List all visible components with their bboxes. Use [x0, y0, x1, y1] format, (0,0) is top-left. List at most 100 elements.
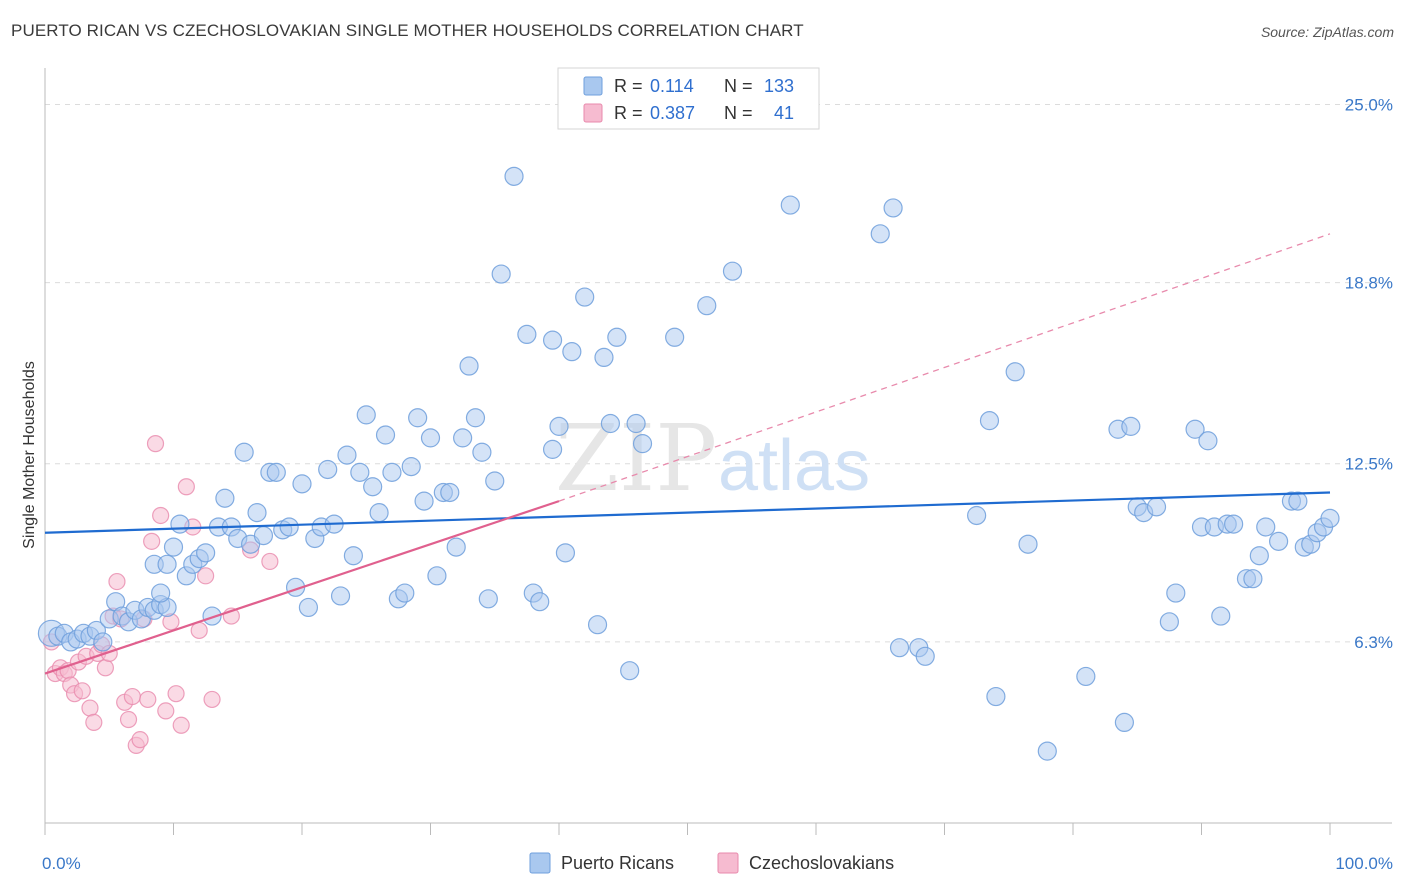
- puerto-ricans-point: [562, 342, 582, 362]
- puerto-ricans-point: [883, 198, 903, 218]
- legend-box: R = 0.114 N = 133 R = 0.387 N = 41: [557, 67, 820, 130]
- puerto-ricans-point: [626, 413, 646, 434]
- czechoslovakians-point: [177, 478, 195, 496]
- puerto-ricans-point: [298, 597, 319, 618]
- puerto-ricans-point: [478, 589, 498, 609]
- puerto-ricans-point: [1185, 419, 1205, 439]
- puerto-ricans-point: [979, 411, 1000, 431]
- puerto-ricans-point: [915, 646, 935, 666]
- y-tick-label: 6.3%: [1354, 633, 1393, 652]
- puerto-ricans-point: [1166, 583, 1186, 603]
- puerto-ricans-point: [440, 482, 460, 503]
- puerto-ricans-point: [408, 408, 428, 428]
- puerto-ricans-point: [1249, 546, 1269, 566]
- puerto-ricans-point: [1076, 666, 1096, 687]
- legend-r-value: 0.114: [650, 76, 694, 96]
- puerto-ricans-point: [382, 462, 402, 482]
- bottom-legend-swatch-pink: [717, 852, 739, 874]
- puerto-ricans-point: [1211, 606, 1231, 626]
- puerto-ricans-point: [459, 356, 479, 376]
- puerto-ricans-point: [485, 471, 505, 491]
- puerto-ricans-point: [420, 428, 441, 448]
- czechoslovakians-point: [143, 532, 161, 550]
- puerto-ricans-point: [395, 583, 415, 603]
- puerto-ricans-point: [1159, 612, 1179, 632]
- puerto-ricans-point: [453, 428, 473, 448]
- legend-n-label: N =: [724, 76, 753, 96]
- puerto-ricans-point: [401, 457, 421, 477]
- puerto-ricans-point: [163, 537, 184, 557]
- puerto-ricans-point: [889, 638, 910, 658]
- bottom-legend-czechoslovakians: Czechoslovakians: [749, 853, 894, 873]
- puerto-ricans-point: [196, 543, 216, 563]
- puerto-ricans-point: [446, 537, 466, 557]
- y-axis-label: Single Mother Households: [21, 361, 38, 549]
- puerto-ricans-point: [1224, 514, 1244, 534]
- puerto-ricans-point: [330, 586, 351, 606]
- puerto-ricans-point: [722, 261, 743, 281]
- puerto-ricans-point: [1005, 362, 1025, 382]
- puerto-ricans-point: [369, 503, 389, 523]
- puerto-ricans-point: [665, 327, 685, 347]
- puerto-ricans-point: [587, 615, 608, 635]
- puerto-ricans-point: [986, 686, 1006, 707]
- puerto-ricans-points: [37, 166, 1340, 761]
- puerto-ricans-point: [697, 296, 717, 316]
- x-tick-label: 100.0%: [1335, 854, 1393, 873]
- puerto-ricans-point: [620, 661, 640, 681]
- puerto-ricans-point: [279, 517, 299, 537]
- puerto-ricans-point: [600, 413, 621, 434]
- legend-r-label: R =: [614, 103, 643, 123]
- puerto-ricans-point: [1121, 416, 1141, 436]
- y-tick-label: 25.0%: [1345, 95, 1393, 114]
- czechoslovakians-point: [96, 659, 114, 677]
- y-tick-label: 12.5%: [1345, 455, 1393, 474]
- czechoslovakians-point: [131, 731, 149, 749]
- axes: [44, 68, 1392, 835]
- puerto-ricans-point: [1198, 431, 1218, 451]
- x-tick-labels: 0.0% 100.0%: [42, 854, 1393, 873]
- puerto-ricans-point: [594, 347, 614, 368]
- y-tick-label: 18.8%: [1345, 274, 1393, 293]
- legend-swatch-pink: [583, 103, 603, 123]
- puerto-ricans-point: [292, 474, 312, 494]
- puerto-ricans-point: [414, 491, 434, 511]
- bottom-legend-puerto-ricans: Puerto Ricans: [561, 853, 674, 873]
- gridlines: [45, 103, 1392, 643]
- puerto-ricans-point: [1146, 497, 1167, 517]
- puerto-ricans-point: [93, 632, 113, 652]
- czechoslovakians-point: [73, 682, 91, 700]
- puerto-ricans-point: [427, 566, 447, 586]
- puerto-ricans-point: [472, 442, 492, 462]
- puerto-ricans-point: [247, 503, 267, 523]
- puerto-ricans-point: [170, 514, 190, 534]
- puerto-ricans-point: [350, 462, 370, 482]
- watermark-atlas: atlas: [718, 426, 870, 506]
- puerto-ricans-point: [215, 488, 235, 508]
- puerto-ricans-point: [337, 445, 357, 465]
- puerto-ricans-point: [157, 554, 177, 574]
- czechoslovakians-point: [108, 572, 126, 591]
- czechoslovakians-point: [197, 567, 215, 585]
- czechoslovakians-trend-line: [44, 500, 560, 675]
- czechoslovakians-point: [167, 685, 185, 703]
- puerto-ricans-point: [967, 505, 987, 526]
- legend-swatch-blue: [583, 76, 603, 96]
- puerto-ricans-point: [549, 416, 569, 436]
- puerto-ricans-point: [1037, 741, 1057, 761]
- trend-lines: [44, 233, 1331, 675]
- puerto-ricans-point: [1288, 491, 1308, 511]
- puerto-ricans-point: [465, 408, 486, 428]
- puerto-ricans-point: [356, 405, 376, 425]
- chart-title: PUERTO RICAN VS CZECHOSLOVAKIAN SINGLE M…: [11, 21, 804, 40]
- puerto-ricans-point: [1256, 517, 1276, 537]
- puerto-ricans-point: [318, 459, 338, 480]
- czechoslovakians-point: [123, 687, 141, 706]
- puerto-ricans-point: [607, 327, 627, 347]
- legend-n-label: N =: [724, 103, 753, 123]
- czechoslovakians-point: [172, 716, 190, 734]
- puerto-ricans-point: [1114, 712, 1135, 733]
- y-tick-labels: 6.3% 12.5% 18.8% 25.0%: [1345, 95, 1393, 651]
- czechoslovakians-point: [157, 702, 175, 720]
